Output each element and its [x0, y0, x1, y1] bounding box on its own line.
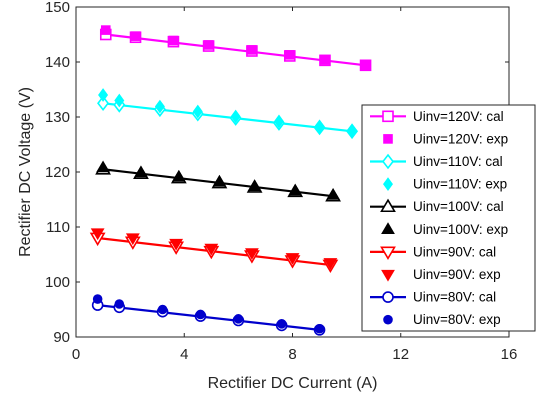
tick-group: 0 4 8 12 16 90 100 110 120 130 140 150 — [45, 0, 517, 363]
legend-label: Uinv=100V: cal — [413, 199, 504, 214]
data-point — [100, 25, 111, 35]
y-axis-label: Rectifier DC Voltage (V) — [17, 87, 34, 257]
legend-label: Uinv=90V: cal — [413, 244, 496, 259]
series-line — [102, 102, 353, 133]
legend-item: Uinv=120V: cal — [370, 109, 504, 124]
data-point — [114, 93, 125, 108]
data-point — [273, 114, 284, 129]
data-point — [347, 123, 358, 138]
x-tick-label: 16 — [501, 346, 518, 363]
y-tick-label: 90 — [53, 329, 70, 346]
y-tick-label: 150 — [45, 0, 70, 16]
series-6 — [96, 160, 340, 200]
data-point — [204, 243, 219, 256]
data-point — [203, 40, 214, 50]
legend-item: Uinv=80V: cal — [370, 290, 496, 305]
data-point — [314, 119, 325, 134]
chart-marks — [89, 25, 372, 336]
data-point — [323, 258, 338, 270]
data-point — [285, 253, 300, 265]
legend-item: Uinv=90V: cal — [370, 244, 496, 260]
data-point — [245, 248, 259, 260]
legend-item: Uinv=80V: exp — [383, 312, 501, 327]
x-tick-label: 4 — [180, 346, 188, 363]
x-axis-label: Rectifier DC Current (A) — [208, 375, 378, 392]
data-point — [314, 323, 325, 334]
legend-marker — [380, 246, 396, 260]
series-10 — [92, 294, 325, 334]
data-point — [134, 165, 148, 178]
data-point — [230, 109, 241, 124]
legend-item: Uinv=100V: exp — [381, 222, 508, 237]
data-point — [114, 299, 125, 309]
legend-item: Uinv=90V: exp — [381, 267, 501, 282]
legend-marker — [380, 198, 396, 213]
data-point — [130, 31, 141, 41]
data-point — [169, 238, 184, 251]
data-point — [154, 99, 165, 114]
legend: Uinv=120V: cal Uinv=120V: exp Uinv=110V: c… — [361, 104, 536, 332]
legend-marker — [381, 269, 395, 282]
legend-item: Uinv=120V: exp — [383, 131, 508, 146]
data-point — [288, 183, 303, 196]
data-point — [276, 318, 287, 329]
data-point — [157, 304, 168, 315]
data-point — [247, 179, 262, 191]
data-point — [192, 104, 203, 119]
y-tick-label: 100 — [45, 274, 70, 291]
legend-marker — [383, 314, 393, 325]
data-point — [92, 294, 103, 304]
legend-label: Uinv=90V: exp — [413, 267, 501, 282]
x-tick-label: 12 — [392, 346, 409, 363]
y-tick-label: 130 — [45, 109, 70, 126]
legend-marker — [381, 222, 395, 234]
legend-marker — [382, 291, 394, 303]
series-8 — [90, 228, 338, 270]
legend-label: Uinv=100V: exp — [413, 222, 508, 237]
data-point — [247, 45, 257, 55]
legend-label: Uinv=120V: cal — [413, 109, 504, 124]
legend-label: Uinv=120V: exp — [413, 131, 508, 146]
legend-item: Uinv=100V: cal — [370, 198, 504, 214]
x-tick-label: 0 — [72, 346, 80, 363]
series-2 — [100, 25, 371, 70]
legend-item: Uinv=110V: exp — [383, 177, 507, 192]
data-point — [233, 314, 244, 324]
data-point — [90, 228, 105, 241]
data-point — [360, 59, 371, 70]
legend-item: Uinv=110V: cal — [370, 153, 503, 170]
legend-label: Uinv=110V: exp — [413, 177, 507, 192]
y-tick-label: 140 — [45, 54, 70, 71]
x-tick-label: 8 — [288, 346, 296, 363]
legend-label: Uinv=110V: cal — [413, 154, 503, 169]
data-point — [284, 50, 295, 60]
legend-marker — [381, 153, 395, 170]
data-point — [96, 160, 110, 173]
data-point — [168, 35, 179, 46]
legend-marker — [382, 110, 394, 123]
y-tick-label: 110 — [46, 219, 70, 236]
data-point — [320, 54, 330, 65]
y-tick-label: 120 — [45, 164, 70, 181]
data-point — [125, 233, 140, 246]
series-4 — [98, 88, 358, 138]
data-point — [212, 174, 227, 187]
data-point — [195, 309, 206, 320]
legend-marker — [383, 177, 393, 191]
data-point — [326, 188, 340, 200]
legend-marker — [383, 134, 393, 144]
data-point — [98, 88, 109, 102]
data-point — [97, 95, 110, 112]
legend-label: Uinv=80V: cal — [413, 290, 496, 305]
legend-label: Uinv=80V: exp — [413, 312, 501, 327]
data-point — [171, 169, 186, 182]
